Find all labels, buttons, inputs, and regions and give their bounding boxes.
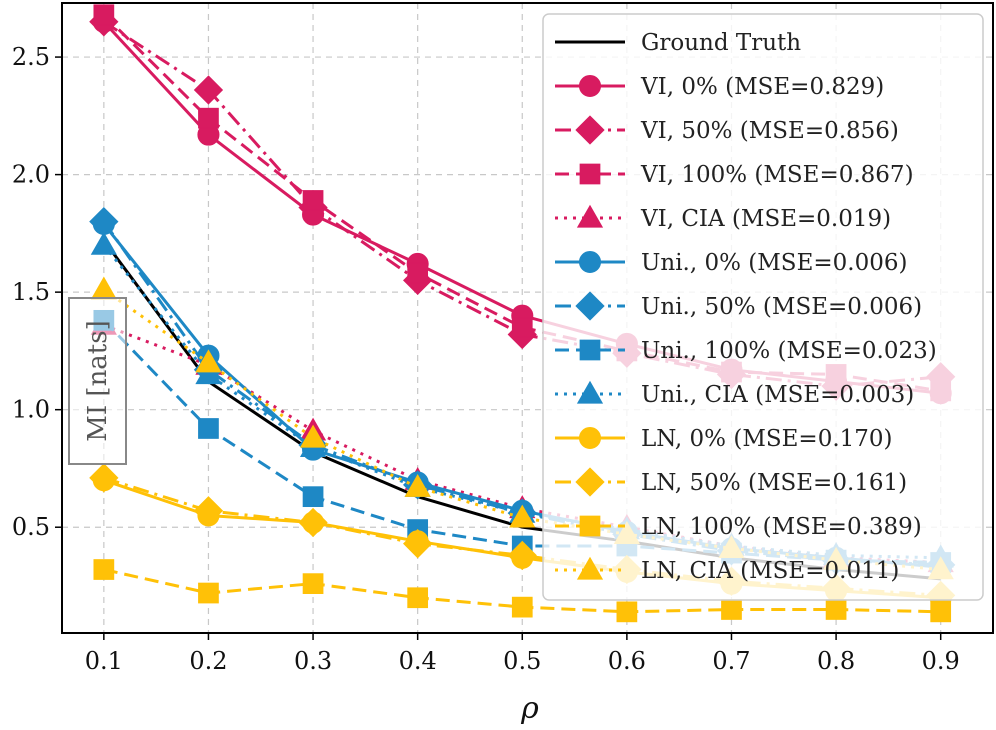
legend-label: LN, CIA (MSE=0.011)	[641, 558, 899, 584]
data-point	[195, 349, 222, 373]
x-tick-label: 0.6	[608, 647, 646, 675]
y-tick-label: 1.5	[12, 278, 50, 306]
legend-label: Uni., 0% (MSE=0.006)	[641, 250, 907, 276]
axes: 0.1 0.2 0.3 0.4 0.5 0.6 0.7 0.8 0.9 0.5 1.0 1.5 2.0 2…	[12, 43, 960, 675]
x-tick-label: 0.1	[85, 647, 123, 675]
legend-marker	[575, 291, 605, 321]
legend-entry-uni-0-mse-0-006: Uni., 0% (MSE=0.006)	[555, 250, 907, 276]
legend-entry-uni-cia-mse-0-003: Uni., CIA (MSE=0.003)	[555, 380, 914, 408]
y-tick-label: 0.5	[12, 513, 50, 541]
legend-label: Ground Truth	[641, 30, 801, 56]
legend-marker	[576, 556, 604, 580]
x-tick-label: 0.3	[294, 647, 332, 675]
y-tick-label: 2.0	[12, 161, 50, 189]
data-point	[930, 601, 952, 623]
data-point	[509, 504, 536, 528]
legend-entry-ln-0-mse-0-170: LN, 0% (MSE=0.170)	[555, 426, 893, 452]
legend-marker	[576, 380, 604, 404]
data-point	[616, 601, 638, 623]
data-point	[89, 206, 119, 237]
data-point	[198, 418, 219, 439]
data-point	[404, 474, 431, 497]
legend-entry-ln-cia-mse-0-011: LN, CIA (MSE=0.011)	[555, 556, 899, 584]
y-axis-label: MI [nats]	[68, 297, 127, 465]
legend-marker	[575, 115, 605, 145]
legend-entry-ln-100-mse-0-389: LN, 100% (MSE=0.389)	[555, 514, 922, 540]
y-tick-label: 1.0	[12, 396, 50, 424]
legend-label: Uni., 50% (MSE=0.006)	[641, 294, 922, 320]
legend-marker	[578, 250, 602, 274]
data-point	[193, 75, 224, 105]
legend-label: LN, 50% (MSE=0.161)	[641, 470, 907, 496]
data-point	[299, 424, 327, 448]
y-tick-label: 2.5	[12, 43, 50, 71]
legend-entry-vi-0-mse-0-829: VI, 0% (MSE=0.829)	[555, 74, 884, 100]
data-point	[825, 599, 847, 620]
legend-label: VI, 100% (MSE=0.867)	[640, 162, 914, 188]
legend-label: Uni., CIA (MSE=0.003)	[641, 382, 914, 408]
legend-marker	[578, 426, 602, 450]
legend-label: Uni., 100% (MSE=0.023)	[641, 338, 937, 364]
legend-entry-vi-100-mse-0-867: VI, 100% (MSE=0.867)	[555, 162, 914, 188]
legend-entry-uni-100-mse-0-023: Uni., 100% (MSE=0.023)	[555, 338, 937, 364]
data-point	[298, 507, 328, 538]
data-point	[302, 486, 324, 508]
legend-entry-ground-truth: Ground Truth	[555, 30, 801, 56]
data-point	[511, 317, 533, 338]
data-point	[407, 587, 429, 609]
data-point	[198, 107, 219, 129]
legend-entry-vi-50-mse-0-856: VI, 50% (MSE=0.856)	[555, 115, 899, 145]
x-tick-label: 0.4	[399, 647, 437, 675]
data-point	[302, 573, 324, 594]
x-axis-label: ρ	[520, 691, 539, 726]
legend-label: VI, 0% (MSE=0.829)	[640, 74, 884, 100]
legend-entry-uni-50-mse-0-006: Uni., 50% (MSE=0.006)	[555, 291, 922, 321]
legend-marker	[575, 467, 605, 497]
x-tick-label: 0.8	[817, 647, 855, 675]
x-tick-label: 0.9	[922, 647, 960, 675]
data-point	[93, 559, 115, 580]
data-point	[193, 496, 224, 526]
data-point	[721, 599, 742, 620]
legend-entry-vi-cia-mse-0-019: VI, CIA (MSE=0.019)	[555, 204, 891, 232]
legend-marker	[576, 204, 604, 228]
legend-marker	[579, 339, 601, 361]
data-point	[511, 596, 533, 618]
data-point	[507, 540, 537, 571]
data-point	[90, 231, 117, 255]
data-point	[407, 262, 429, 284]
legend-marker	[578, 74, 602, 98]
data-point	[90, 276, 117, 300]
data-point	[195, 361, 222, 385]
legend-label: LN, 0% (MSE=0.170)	[641, 426, 893, 452]
y-axis-label-text: MI [nats]	[83, 320, 113, 441]
legend-marker	[579, 515, 601, 537]
x-tick-label: 0.7	[712, 647, 750, 675]
y-axis-label-box	[68, 297, 127, 465]
legend-box	[542, 13, 984, 601]
data-point	[198, 582, 219, 604]
data-point	[403, 529, 433, 559]
legend-marker	[579, 163, 601, 185]
data-point	[89, 463, 119, 493]
legend-label: VI, 50% (MSE=0.856)	[640, 118, 899, 144]
legend-entry-ln-50-mse-0-161: LN, 50% (MSE=0.161)	[555, 467, 907, 497]
series-ln-100-mse-0-389	[93, 559, 952, 623]
x-tick-label: 0.5	[503, 647, 541, 675]
legend-label: LN, 100% (MSE=0.389)	[641, 514, 922, 540]
legend: Ground Truth VI, 0% (MSE=0.829) VI, 50% (M…	[542, 13, 984, 601]
data-point	[302, 190, 324, 211]
x-tick-label: 0.2	[189, 647, 227, 675]
legend-label: VI, CIA (MSE=0.019)	[640, 206, 891, 232]
plot-frame	[61, 2, 994, 634]
data-point	[93, 4, 115, 26]
